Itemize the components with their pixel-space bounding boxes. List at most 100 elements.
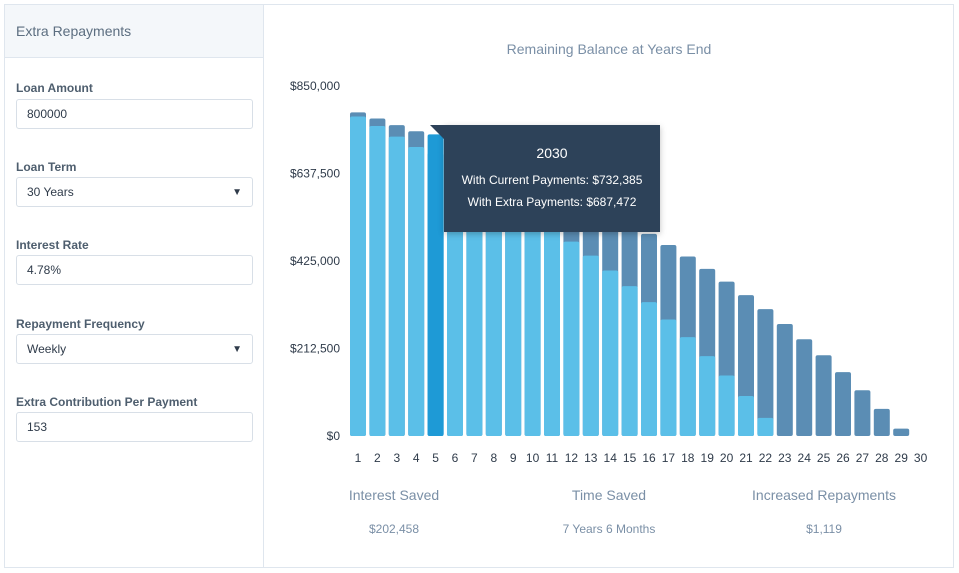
bar-extra-payments [544,228,560,436]
x-tick-label: 17 [662,451,676,465]
sidebar-title: Extra Repayments [5,5,263,58]
x-tick-label: 27 [856,451,870,465]
x-tick-label: 6 [452,451,459,465]
y-tick-label: $425,000 [290,254,340,268]
chart-tooltip: 2030 With Current Payments: $732,385 Wit… [430,125,660,232]
x-tick-label: 8 [490,451,497,465]
x-tick-label: 29 [895,451,909,465]
bar-current-payments [815,355,832,436]
chevron-down-icon: ▼ [232,343,242,355]
bar-extra-payments [718,375,735,436]
bar-extra-payments [757,417,774,436]
increased-repayments-value: $1,119 [806,522,842,536]
x-tick-label: 5 [432,451,439,465]
x-tick-label: 24 [798,451,812,465]
interest-rate-label: Interest Rate [16,238,89,252]
x-tick-label: 22 [759,451,773,465]
x-tick-label: 21 [739,451,753,465]
x-tick-label: 20 [720,451,734,465]
bar-current-payments [854,390,871,436]
extra-contribution-group: Extra Contribution Per Payment 153 [16,395,253,442]
increased-repayments-stat: Increased Repayments $1,119 [724,487,924,536]
x-tick-label: 13 [584,451,598,465]
chart-area: Remaining Balance at Years End $0 $212,50… [264,5,953,567]
x-tick-label: 9 [510,451,517,465]
interest-saved-label: Interest Saved [348,487,440,503]
bar-extra-payments [738,396,754,436]
bar-extra-payments [679,337,696,436]
x-tick-label: 26 [836,451,850,465]
bar-extra-payments [369,125,386,437]
loan-term-select[interactable]: 30 Years ▼ [16,177,253,207]
bar-extra-payments [563,241,580,436]
interest-saved-value: $202,458 [368,522,420,536]
loan-term-group: Loan Term 30 Years ▼ [16,160,253,207]
x-tick-label: 12 [565,451,579,465]
x-tick-label: 2 [374,451,381,465]
interest-rate-group: Interest Rate 4.78% [16,238,253,285]
tooltip-current-payments: With Current Payments: $732,385 [461,173,643,187]
time-saved-stat: Time Saved 7 Years 6 Months [509,487,709,536]
extra-contribution-label: Extra Contribution Per Payment [16,395,198,409]
time-saved-value: 7 Years 6 Months [562,522,656,536]
bar-extra-payments [466,179,483,436]
y-tick-label: $850,000 [290,79,340,93]
x-tick-label: 28 [875,451,889,465]
x-tick-label: 19 [701,451,715,465]
bar-current-payments [873,408,890,436]
chart-title: Remaining Balance at Years End [506,41,712,57]
sidebar: Extra Repayments Loan Amount 800000 Loan… [5,5,264,567]
tooltip-extra-payments: With Extra Payments: $687,472 [467,195,637,209]
x-tick-label: 14 [604,451,618,465]
x-tick-label: 4 [413,451,420,465]
bar-current-payments [776,324,793,436]
increased-repayments-label: Increased Repayments [752,487,896,503]
bar-extra-payments [582,255,599,436]
x-tick-label: 3 [393,451,400,465]
bar-extra-payments [447,167,463,436]
x-tick-label: 10 [526,451,540,465]
x-tick-label: 23 [778,451,792,465]
x-tick-label: 7 [471,451,478,465]
calculator-frame: Extra Repayments Loan Amount 800000 Loan… [4,4,954,568]
interest-saved-stat: Interest Saved $202,458 [294,487,494,536]
x-tick-label: 1 [355,451,362,465]
tooltip-year: 2030 [536,145,568,161]
bar-current-payments [893,428,910,436]
loan-term-value: 30 Years [27,185,74,199]
bar-extra-payments [660,319,677,436]
bar-extra-payments [408,146,425,437]
y-tick-label: $212,500 [290,342,340,356]
y-tick-label: $637,500 [290,167,340,181]
x-tick-label: 16 [642,451,656,465]
bar-extra-payments [602,270,619,436]
interest-rate-input[interactable]: 4.78% [16,255,253,285]
y-tick-label: $0 [327,429,341,443]
bar-extra-payments [621,286,638,436]
chevron-down-icon: ▼ [232,186,242,198]
extra-contribution-input[interactable]: 153 [16,412,253,442]
bar-current-payments [835,372,851,436]
x-tick-label: 15 [623,451,637,465]
bar-extra-payments [388,136,405,436]
bar-extra-payments [699,356,716,436]
repayment-frequency-select[interactable]: Weekly ▼ [16,334,253,364]
loan-amount-label: Loan Amount [16,81,93,95]
time-saved-label: Time Saved [571,487,647,503]
bar-extra-payments [641,302,657,436]
x-tick-label: 30 [914,451,928,465]
bar-extra-payments [524,215,541,436]
repayment-frequency-group: Repayment Frequency Weekly ▼ [16,317,253,364]
loan-term-label: Loan Term [16,160,77,174]
repayment-frequency-label: Repayment Frequency [16,317,145,331]
bar-current-payments [796,339,813,436]
x-tick-label: 11 [546,451,559,465]
bar-current-payments [757,309,774,436]
tooltip-pointer [430,125,444,139]
x-tick-label: 18 [681,451,695,465]
bar-extra-payments [485,190,502,436]
bar-extra-payments [505,202,522,436]
loan-amount-input[interactable]: 800000 [16,99,253,129]
bar-extra-payments [427,152,444,437]
